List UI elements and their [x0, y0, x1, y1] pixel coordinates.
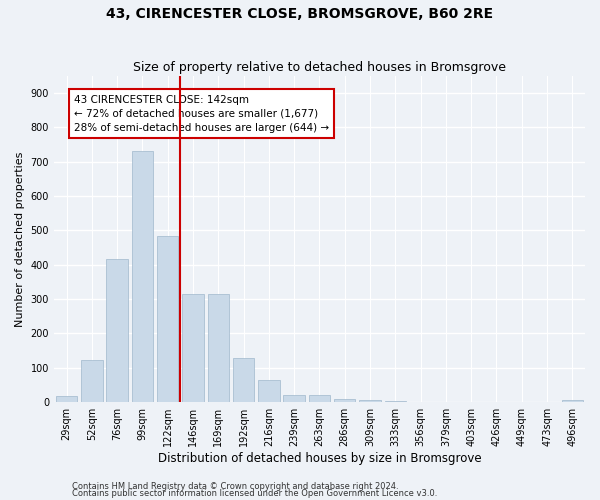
- Bar: [562, 400, 583, 402]
- Bar: [385, 401, 406, 402]
- X-axis label: Distribution of detached houses by size in Bromsgrove: Distribution of detached houses by size …: [158, 452, 481, 465]
- Y-axis label: Number of detached properties: Number of detached properties: [15, 151, 25, 326]
- Bar: [283, 394, 305, 402]
- Text: Contains public sector information licensed under the Open Government Licence v3: Contains public sector information licen…: [72, 489, 437, 498]
- Bar: [233, 358, 254, 402]
- Bar: [157, 236, 178, 402]
- Bar: [182, 294, 204, 402]
- Bar: [334, 400, 355, 402]
- Bar: [208, 294, 229, 402]
- Text: 43 CIRENCESTER CLOSE: 142sqm
← 72% of detached houses are smaller (1,677)
28% of: 43 CIRENCESTER CLOSE: 142sqm ← 72% of de…: [74, 94, 329, 132]
- Title: Size of property relative to detached houses in Bromsgrove: Size of property relative to detached ho…: [133, 62, 506, 74]
- Bar: [309, 396, 330, 402]
- Bar: [81, 360, 103, 402]
- Text: Contains HM Land Registry data © Crown copyright and database right 2024.: Contains HM Land Registry data © Crown c…: [72, 482, 398, 491]
- Bar: [131, 152, 153, 402]
- Bar: [258, 380, 280, 402]
- Text: 43, CIRENCESTER CLOSE, BROMSGROVE, B60 2RE: 43, CIRENCESTER CLOSE, BROMSGROVE, B60 2…: [106, 8, 494, 22]
- Bar: [106, 258, 128, 402]
- Bar: [359, 400, 381, 402]
- Bar: [56, 396, 77, 402]
